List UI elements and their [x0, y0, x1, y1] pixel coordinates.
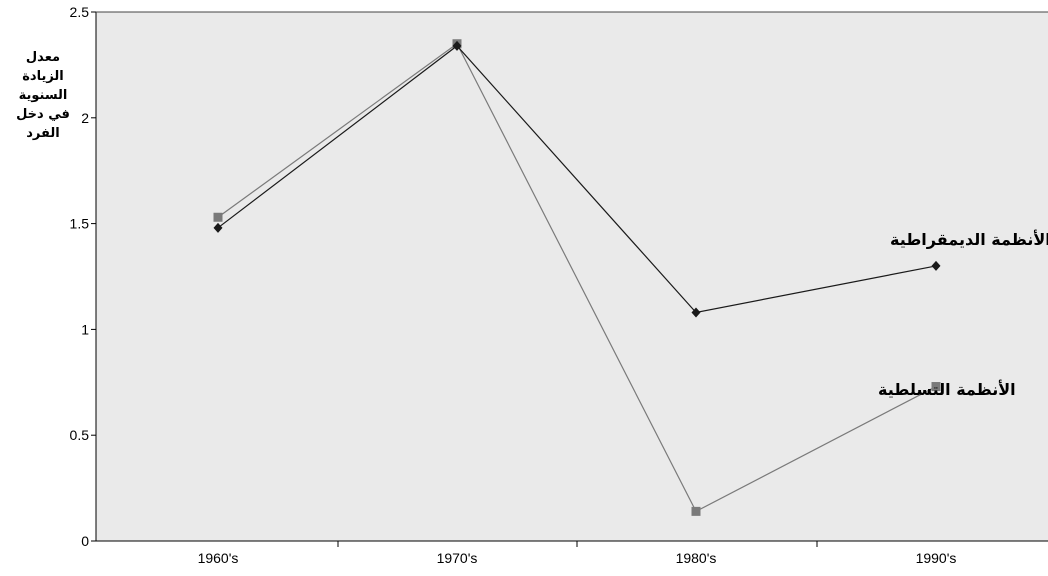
series-label: الأنظمة الديمقراطية: [890, 230, 1048, 249]
y-axis-label-line: معدل: [25, 50, 61, 65]
plot-area: [96, 12, 1048, 541]
y-axis-label: معدل الزيادة السنوية في دخل الفرد: [4, 48, 82, 143]
labels-layer: الأنظمة الديمقراطية الأنظمة التسلطية: [878, 230, 1048, 399]
data-point-square: [213, 212, 223, 222]
y-axis-label-line: في دخل: [16, 107, 70, 122]
x-tick-label: 1970's: [437, 550, 478, 566]
x-tick-label: 1980's: [676, 550, 717, 566]
x-tick-label: 1990's: [916, 550, 957, 566]
series-line: [217, 45, 937, 314]
series-line: [217, 42, 937, 513]
y-tick-label: 2: [81, 110, 89, 126]
y-tick-label: 2.5: [70, 4, 90, 20]
data-point-square: [691, 506, 701, 516]
y-tick-label: 1.5: [70, 216, 90, 232]
y-axis-label-line: الفرد: [26, 126, 60, 141]
y-tick-label: 0.5: [70, 427, 90, 443]
data-point-square: [931, 382, 941, 392]
series-label: الأنظمة التسلطية: [878, 380, 1016, 399]
data-point-diamond: [691, 307, 701, 318]
x-tick-label: 1960's: [198, 550, 239, 566]
y-tick-label: 0: [81, 533, 89, 549]
data-point-diamond: [452, 40, 462, 51]
series-layer: [213, 39, 941, 516]
data-point-diamond: [213, 222, 223, 233]
data-point-diamond: [931, 260, 941, 271]
y-axis-label-line: السنوية: [18, 88, 68, 103]
y-axis-label-line: الزيادة: [22, 69, 64, 84]
axes: 0 0.5 1 1.5 2 2.5 1960's 1970's 1980's 1990's: [70, 4, 1048, 566]
y-tick-label: 1: [81, 321, 89, 337]
